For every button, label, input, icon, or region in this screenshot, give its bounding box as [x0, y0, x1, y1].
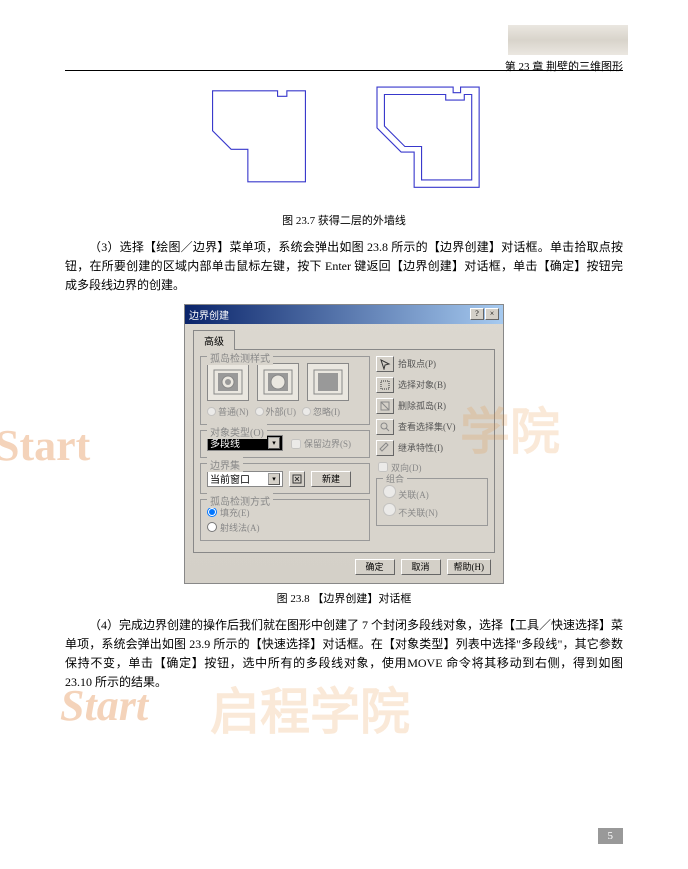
inherit-props-button[interactable]: 继承特性(I): [376, 440, 488, 456]
cancel-button[interactable]: 取消: [401, 559, 441, 575]
dialog-container: 边界创建 ? × 高级 孤岛检测样式: [65, 304, 623, 584]
chapter-header: 第 23 章 荆壁的三维图形: [505, 58, 623, 74]
radio-method-ray[interactable]: 射线法(A): [207, 521, 363, 534]
radio-outer[interactable]: 外部(U): [255, 405, 297, 418]
view-selection-icon: [376, 419, 394, 435]
titlebar-buttons: ? ×: [470, 308, 499, 320]
retain-boundary-checkbox[interactable]: 保留边界(S): [291, 437, 351, 450]
paragraph-4: （4）完成边界创建的操作后我们就在图形中创建了 7 个封闭多段线对象，选择【工具…: [65, 616, 623, 693]
dialog-titlebar[interactable]: 边界创建 ? ×: [185, 305, 503, 324]
object-type-group: 对象类型(O) 多段线▾ 保留边界(S): [200, 430, 370, 458]
group-title-method: 孤岛检测方式: [207, 493, 273, 508]
chevron-down-icon: ▾: [268, 437, 280, 449]
boundary-set-value: 当前窗口: [210, 471, 250, 486]
island-detection-style-group: 孤岛检测样式: [200, 356, 370, 425]
page-number: 5: [598, 828, 624, 844]
island-method-group: 孤岛检测方式 填充(E) 射线法(A): [200, 499, 370, 541]
dialog-title: 边界创建: [189, 307, 229, 322]
group-title-island: 孤岛检测样式: [207, 350, 273, 365]
outline-outer: [377, 87, 479, 187]
remove-islands-icon: [376, 398, 394, 414]
bset-row: 当前窗口 ▾ 新建: [207, 471, 363, 487]
dialog-footer: 确定 取消 帮助(H): [193, 559, 495, 575]
group-title-bset: 边界集: [207, 457, 243, 472]
style-outer-icon[interactable]: [257, 363, 299, 401]
advanced-panel: 孤岛检测样式: [193, 349, 495, 553]
figure-23-7-caption: 图 23.7 获得二层的外墙线: [65, 212, 623, 228]
select-objects-icon: [376, 377, 394, 393]
radio-normal[interactable]: 普通(N): [207, 405, 249, 418]
style-radio-row: 普通(N) 外部(U) 忽略(I): [207, 405, 363, 418]
right-column: 拾取点(P) 选择对象(B) 删除孤岛(R): [376, 356, 488, 546]
view-selection-button[interactable]: 查看选择集(V): [376, 419, 488, 435]
style-ignore-icon[interactable]: [307, 363, 349, 401]
header-rule: [65, 70, 623, 71]
group-title-comp: 组合: [383, 472, 407, 485]
pick-points-icon: [376, 356, 394, 372]
new-bset-icon-button[interactable]: [289, 471, 305, 487]
radio-comp-assoc[interactable]: 关联(A): [383, 485, 481, 501]
close-titlebar-button[interactable]: ×: [485, 308, 499, 320]
style-normal-icon[interactable]: [207, 363, 249, 401]
ok-button[interactable]: 确定: [355, 559, 395, 575]
help-titlebar-button[interactable]: ?: [470, 308, 484, 320]
dialog-columns: 孤岛检测样式: [200, 356, 488, 546]
tab-advanced[interactable]: 高级: [193, 330, 235, 350]
outline-inner: [384, 95, 471, 180]
new-bset-button[interactable]: 新建: [311, 471, 351, 487]
radio-ignore[interactable]: 忽略(I): [302, 405, 340, 418]
boundary-set-group: 边界集 当前窗口▾ 新建: [200, 463, 370, 494]
header-decoration-image: [508, 25, 628, 55]
inherit-props-icon: [376, 440, 394, 456]
dialog-body: 高级 孤岛检测样式: [185, 324, 503, 583]
page: 第 23 章 荆壁的三维图形 图 23.7 获得二层的外墙线 （3）选择【绘图／…: [0, 0, 688, 869]
page-content: 图 23.7 获得二层的外墙线 （3）选择【绘图／边界】菜单项，系统会弹出如图 …: [65, 76, 623, 692]
radio-comp-nonassoc[interactable]: 不关联(N): [383, 503, 481, 519]
chevron-down-icon: ▾: [268, 473, 280, 485]
help-button[interactable]: 帮助(H): [447, 559, 492, 575]
left-column: 孤岛检测样式: [200, 356, 370, 546]
composition-group: 组合 关联(A) 不关联(N): [376, 478, 488, 526]
floorplan-left: [194, 76, 324, 204]
figure-23-7: [65, 76, 623, 204]
outline-path: [213, 91, 306, 182]
figure-23-8-caption: 图 23.8 【边界创建】对话框: [65, 590, 623, 606]
pick-points-button[interactable]: 拾取点(P): [376, 356, 488, 372]
remove-islands-button[interactable]: 删除孤岛(R): [376, 398, 488, 414]
boundary-set-select[interactable]: 当前窗口 ▾: [207, 471, 283, 487]
style-icon-row: [207, 363, 363, 401]
boundary-creation-dialog: 边界创建 ? × 高级 孤岛检测样式: [184, 304, 504, 584]
group-title-objtype: 对象类型(O): [207, 424, 267, 439]
floorplan-right: [364, 76, 494, 204]
paragraph-3: （3）选择【绘图／边界】菜单项，系统会弹出如图 23.8 所示的【边界创建】对话…: [65, 238, 623, 296]
select-objects-button[interactable]: 选择对象(B): [376, 377, 488, 393]
